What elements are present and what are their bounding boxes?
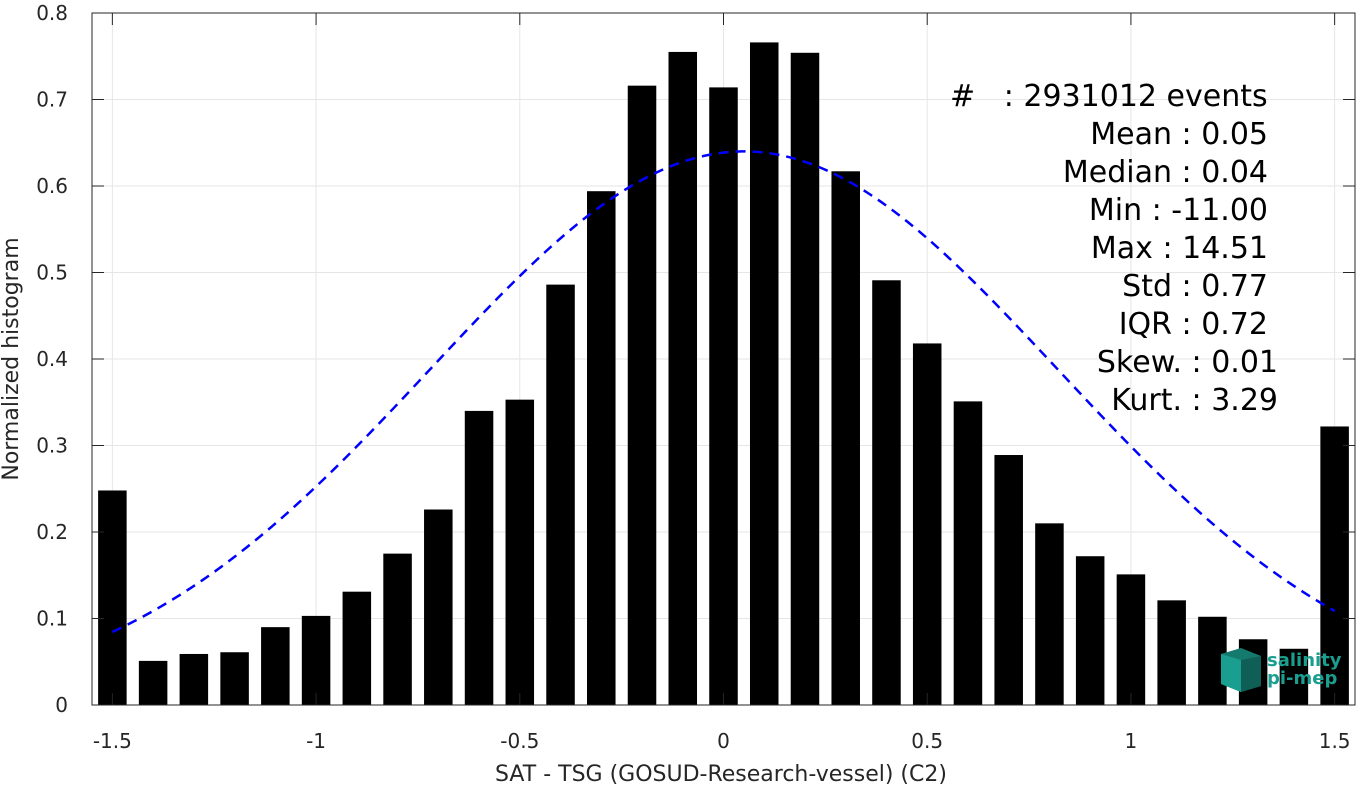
histogram-bar [1279,648,1309,705]
histogram-bar [1075,556,1105,705]
y-tick-label: 0.2 [36,520,68,544]
y-axis-label: Normalized histogram [0,237,24,480]
stat-kurt: Kurt. : 3.29 [1111,383,1278,418]
x-tick-labels: -1.5 -1 -0.5 0 0.5 1 1.5 [93,729,1351,753]
y-tick-label: 0.6 [36,174,68,198]
histogram-bar [383,553,412,705]
histogram-bar [790,52,820,706]
histogram-bar [1116,574,1146,705]
histogram-bar [872,280,901,705]
histogram-bar [342,591,372,705]
x-tick-label: 1 [1125,729,1138,753]
histogram-bar [912,343,942,705]
stat-iqr: IQR : 0.72 [1118,307,1268,342]
x-tick-label: 1.5 [1319,729,1351,753]
histogram-bar [994,455,1023,705]
histogram-bar [261,627,290,705]
x-axis-label: SAT - TSG (GOSUD-Research-vessel) (C2) [495,762,947,785]
histogram-bar [505,399,535,705]
y-tick-labels: 0 0.1 0.2 0.3 0.4 0.5 0.6 0.7 0.8 [36,1,68,717]
histogram-bar [709,87,738,705]
histogram-bar [953,401,983,705]
x-tick-label: -0.5 [500,729,539,753]
histogram-bar [831,171,860,706]
axes [91,12,1356,706]
y-tick-label: 0.8 [36,1,68,25]
histogram-bar [1157,600,1186,705]
histogram-bar [1035,523,1064,705]
fit-curve [111,150,1336,634]
y-tick-label: 0.7 [36,88,68,112]
logo-text-pimep: pi-mep [1267,668,1338,689]
histogram-bar [138,660,168,705]
stat-skew: Skew. : 0.01 [1096,345,1278,380]
histogram-bar [179,653,209,705]
y-tick-label: 0 [55,693,68,717]
x-tick-label: 0 [717,729,730,753]
bars [98,42,1349,706]
y-tick-label: 0.4 [36,347,68,371]
y-tick-label: 0.5 [36,261,68,285]
histogram-bar [424,509,453,705]
histogram-bar [627,85,657,705]
logo-icon [1221,648,1261,692]
y-tick-label: 0.1 [36,607,68,631]
stat-min: Min : -11.00 [1088,193,1268,228]
stat-std: Std : 0.77 [1122,269,1268,304]
histogram-bar [546,284,575,705]
stat-median: Median : 0.04 [1062,155,1268,190]
histogram-bar [668,51,698,706]
histogram-bar [749,42,779,706]
histogram-bar [1320,426,1349,705]
histogram-bar [98,490,127,705]
histogram-bar [587,191,616,705]
stat-mean: Mean : 0.05 [1090,117,1268,152]
histogram-bar [301,615,331,705]
stat-max: Max : 14.51 [1090,231,1268,266]
logo-text-salinity: salinity [1267,650,1342,671]
x-tick-label: -1 [306,729,326,753]
salinity-pimep-logo: salinity pi-mep [1217,646,1345,694]
x-tick-label: -1.5 [93,729,132,753]
y-tick-label: 0.3 [36,434,68,458]
x-tick-label: 0.5 [911,729,943,753]
histogram-bar [464,410,494,705]
histogram-bar [220,652,249,705]
stat-count: # : 2931012 events [950,79,1268,114]
gaussian-fit-line [111,150,1336,634]
